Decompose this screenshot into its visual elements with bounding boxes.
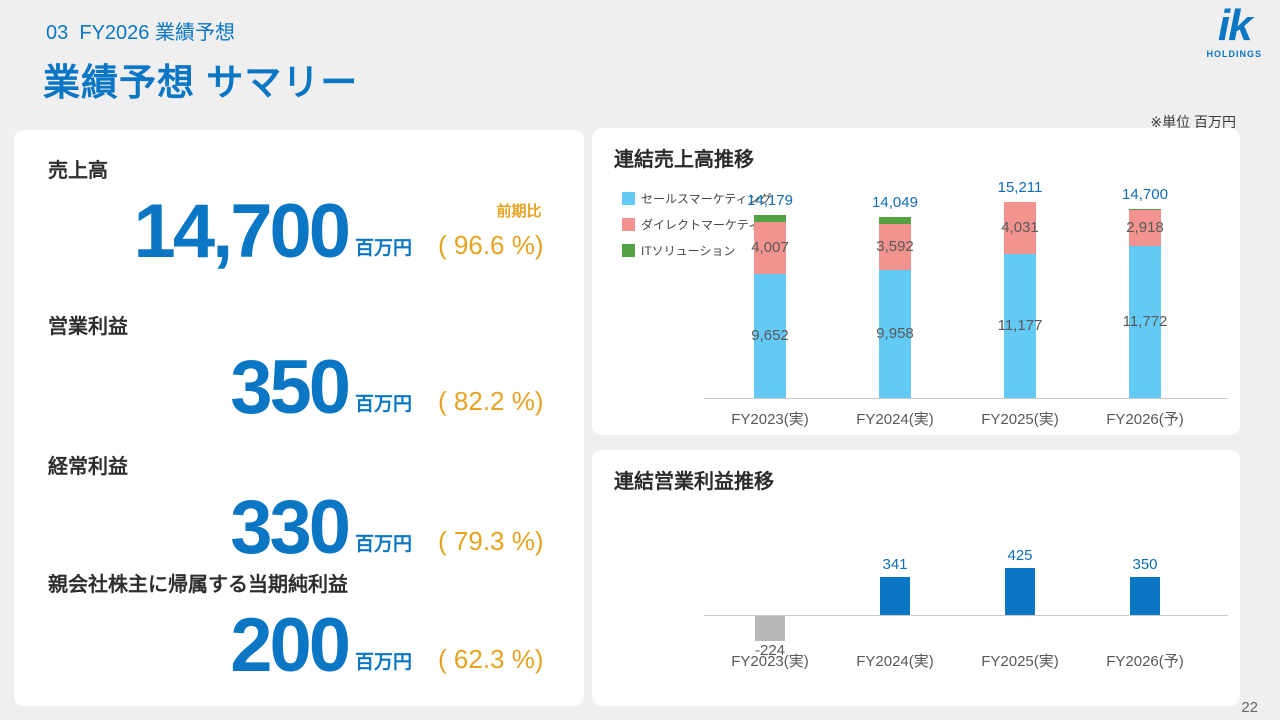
bar-segment [879,223,911,270]
metric-row: 14,700 百万円 前期比 ( 96.6 %) [48,178,550,270]
metric-revenue: 売上高 14,700 百万円 前期比 ( 96.6 %) [48,154,550,270]
segment-value-label: 9,652 [751,326,789,344]
sales-chart-legend: セールスマーケティング ダイレクトマーケティング ITソリューション [622,190,784,268]
bar-segment [1004,254,1036,398]
summary-panel: 売上高 14,700 百万円 前期比 ( 96.6 %) 営業利益 350 百万… [14,130,584,706]
metric-value: 14,700 [133,189,351,274]
bar-total-label: 14,179 [747,192,793,210]
logo-text: ik [1217,1,1253,50]
bar [880,577,910,615]
bar-total-label: 15,211 [997,179,1043,197]
legend-label: ダイレクトマーケティング [641,218,785,232]
bar [1005,568,1035,615]
metric-unit: 百万円 [355,238,413,259]
profit-chart-axis-line [704,615,1228,616]
sales-chart: 連結売上高推移 セールスマーケティング ダイレクトマーケティング ITソリューション… [592,128,1240,435]
legend-swatch [622,192,635,205]
logo-subtext: HOLDINGS [1206,49,1262,59]
legend-swatch [622,244,635,257]
category-label: FY2024(実) [856,653,934,670]
metric-ratio: ( 62.3 %) [438,644,544,674]
sales-chart-axis-line [704,398,1228,399]
bar-segment [879,217,911,224]
bar [1130,576,1160,615]
page-title: 業績予想 サマリー [43,62,359,103]
bar-segment [754,215,786,223]
company-logo: ik HOLDINGS [1206,1,1262,60]
category-label: FY2025(実) [981,411,1059,428]
bar-value-label: 425 [1007,547,1033,565]
metric-ratio-wrap: ( 62.3 %) [438,644,544,675]
metric-row: 200 百万円 ( 62.3 %) [48,592,550,684]
bar-segment [754,222,786,274]
metric-value: 200 [230,603,351,688]
segment-value-label: 11,177 [997,317,1043,335]
metric-label: 経常利益 [48,456,128,478]
legend-item: ダイレクトマーケティング [622,216,784,233]
category-label: FY2023(実) [731,653,809,670]
metric-net-income: 親会社株主に帰属する当期純利益 200 百万円 ( 62.3 %) [48,568,550,684]
category-label: FY2023(実) [731,411,809,428]
metric-value: 330 [230,485,351,570]
sales-chart-title: 連結売上高推移 [614,149,754,171]
metric-row: 350 百万円 ( 82.2 %) [48,334,550,426]
legend-label: セールスマーケティング [641,192,772,206]
metric-unit: 百万円 [355,652,413,673]
metric-ratio: ( 82.2 %) [438,386,544,416]
metric-unit: 百万円 [355,534,413,555]
metric-value: 350 [230,345,351,430]
metric-ratio: ( 96.6 %) [438,230,544,260]
category-label: FY2025(実) [981,653,1059,670]
legend-item: セールスマーケティング [622,190,784,207]
bar-value-label: 341 [882,556,908,574]
metric-ratio-wrap: ( 82.2 %) [438,386,544,417]
breadcrumb: 03 FY2026 業績予想 [46,22,235,44]
page-number: 22 [1241,699,1258,716]
yoy-label: 前期比 [496,203,542,220]
category-label: FY2026(予) [1106,653,1184,670]
legend-swatch [622,218,635,231]
bar-segment [1129,246,1161,398]
segment-value-label: 4,031 [1001,219,1039,237]
metric-label: 売上高 [48,160,108,182]
legend-label: ITソリューション [641,244,736,258]
metric-ordinary-profit: 経常利益 330 百万円 ( 79.3 %) [48,450,550,566]
metric-ratio-wrap: 前期比 ( 96.6 %) [438,203,544,261]
profit-chart: 連結営業利益推移 -224 FY2023(実) 341 FY2024(実) 425 FY2… [592,450,1240,706]
category-label: FY2024(実) [856,411,934,428]
bar-total-label: 14,049 [872,194,918,212]
metric-ratio-wrap: ( 79.3 %) [438,526,544,557]
bar-segment [879,269,911,398]
bar-total-label: 14,700 [1122,185,1168,203]
segment-value-label: 9,958 [876,324,914,342]
segment-value-label: 4,007 [751,238,789,256]
category-label: FY2026(予) [1106,411,1184,428]
bar-value-label: 350 [1132,555,1158,573]
unit-note: ※単位 百万円 [1150,114,1236,130]
legend-item: ITソリューション [622,242,784,259]
metric-row: 330 百万円 ( 79.3 %) [48,474,550,566]
metric-operating-profit: 営業利益 350 百万円 ( 82.2 %) [48,310,550,426]
metric-ratio: ( 79.3 %) [438,526,544,556]
bar [755,616,785,641]
segment-value-label: 2,918 [1126,218,1164,236]
metric-unit: 百万円 [355,394,413,415]
segment-value-label: 11,772 [1122,313,1168,331]
bar-value-label: -224 [754,641,786,659]
bar-segment [754,273,786,398]
metric-label: 営業利益 [48,316,128,338]
bar-segment [1004,202,1036,255]
segment-value-label: 3,592 [876,237,914,255]
bar-segment [1129,208,1161,247]
profit-chart-title: 連結営業利益推移 [614,471,774,493]
metric-label: 親会社株主に帰属する当期純利益 [48,574,348,596]
